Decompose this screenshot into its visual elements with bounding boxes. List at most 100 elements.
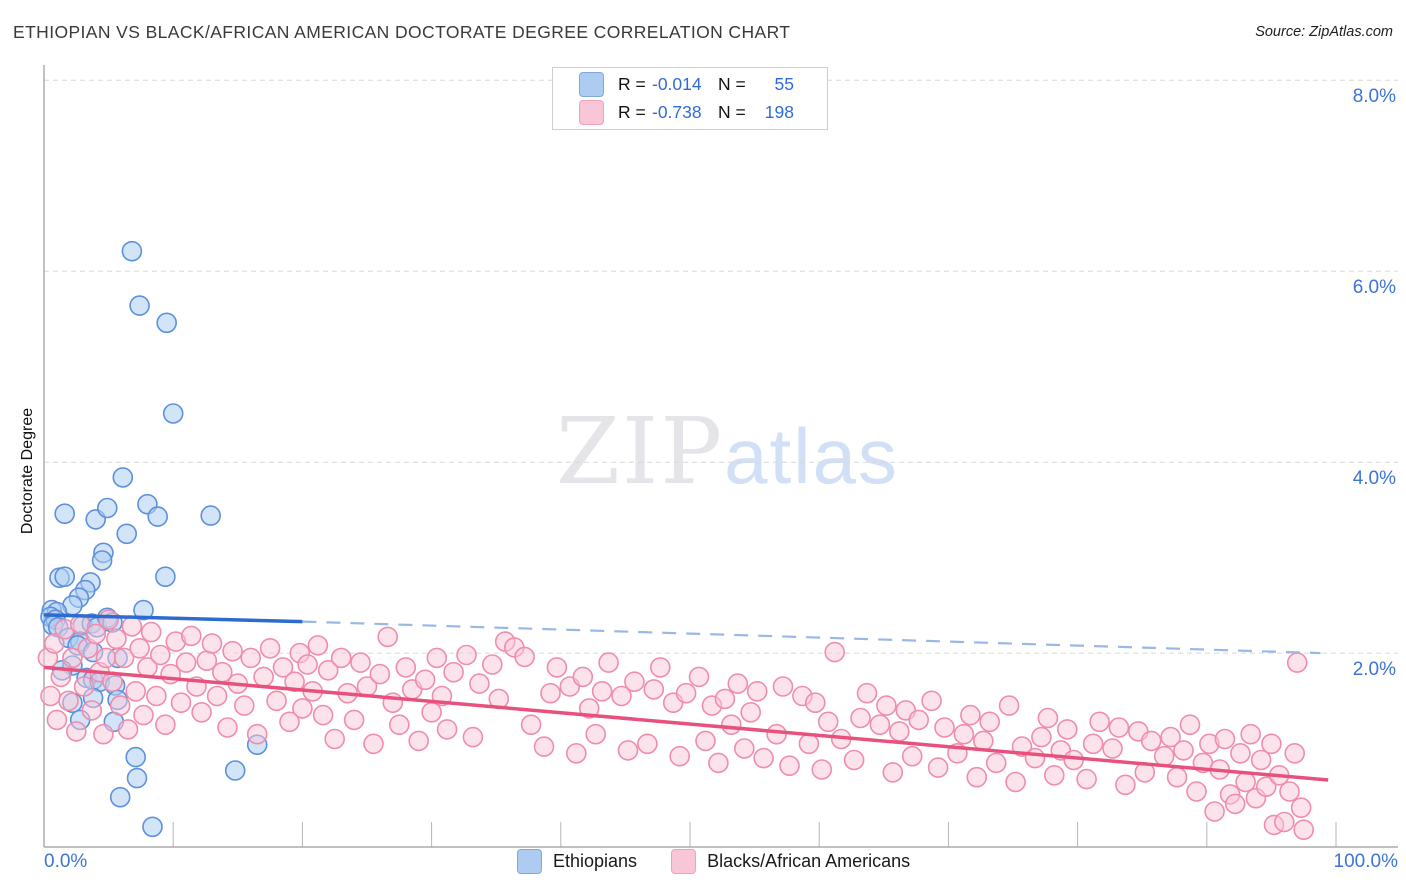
trend-line-blacks [43,665,1329,782]
data-point [222,640,243,662]
data-point [1153,745,1175,767]
data-point [824,641,846,663]
data-point [140,621,162,643]
data-point [998,695,1020,716]
data-point [191,701,212,723]
data-point [1261,733,1282,755]
data-point [643,679,665,700]
data-point [1024,747,1046,769]
data-point [43,633,65,654]
data-point [514,646,535,668]
data-point [279,711,300,733]
data-point [617,740,639,761]
data-point [129,637,150,659]
data-point [421,701,442,723]
data-point [1037,707,1059,729]
data-point [649,657,671,678]
data-point [350,652,371,673]
data-point [175,652,197,673]
data-point [129,295,150,316]
data-point [116,523,137,545]
data-point [1005,771,1026,793]
n-value: 198 [764,102,794,122]
data-point [147,506,168,527]
data-point [882,762,904,783]
data-point [746,680,768,702]
data-point [1274,811,1295,833]
data-point [408,730,430,752]
data-point [363,733,384,755]
data-point [113,647,135,669]
series-legend: Ethiopians Blacks/African Americans [517,849,910,874]
ethiopians-swatch-icon [579,72,604,97]
data-point [1186,781,1207,802]
data-point [1108,717,1130,738]
data-point [91,550,113,571]
data-point [979,711,1001,733]
data-point [817,711,839,733]
data-point [126,767,148,789]
data-point [953,723,975,745]
data-point [324,728,346,750]
data-point [98,609,119,631]
data-point [206,685,228,707]
data-point [73,676,95,697]
data-point [766,723,787,745]
data-point [312,704,334,726]
data-point [720,714,742,736]
data-point [1102,738,1123,759]
data-point [155,566,176,588]
data-point [1230,742,1251,764]
data-point [1044,764,1065,786]
data-point [284,671,305,693]
data-point [240,647,261,669]
zipatlas-watermark: ZIPatlas [556,398,899,505]
data-point [40,685,61,707]
data-point [1290,797,1312,819]
data-point [456,644,477,666]
data-point [1173,740,1194,761]
data-point [395,657,417,678]
data-point [1240,723,1261,745]
legend-row-ethiopians: R = -0.014 N = 55 [579,72,827,97]
data-point [462,726,484,748]
data-point [869,714,891,736]
data-point [246,723,268,745]
data-point [888,721,910,742]
data-point [46,709,68,731]
data-point [688,666,710,688]
data-point [733,738,755,759]
data-point [1286,652,1308,673]
r-label: R = [618,74,646,94]
data-point [266,690,287,712]
data-point [272,657,294,678]
data-point [181,625,202,647]
data-point [1115,774,1136,796]
data-point [591,680,613,702]
data-point [876,695,897,716]
data-point [1160,726,1181,748]
data-point [966,766,988,788]
data-point [155,714,176,736]
data-point [426,647,448,669]
data-point [259,637,281,659]
blacks-legend-label: Blacks/African Americans [707,851,911,871]
data-point [125,746,146,768]
data-point [97,497,118,519]
data-point [95,647,117,669]
data-point [133,704,154,726]
data-point [1057,719,1078,740]
data-point [1255,776,1277,798]
data-point [112,467,134,488]
data-point [317,659,339,681]
r-label: R = [618,102,646,122]
data-point [811,759,833,780]
data-point [708,752,729,774]
data-point [695,730,716,752]
data-point [740,701,762,723]
data-point [572,666,594,688]
data-point [58,690,79,712]
data-point [93,723,114,745]
